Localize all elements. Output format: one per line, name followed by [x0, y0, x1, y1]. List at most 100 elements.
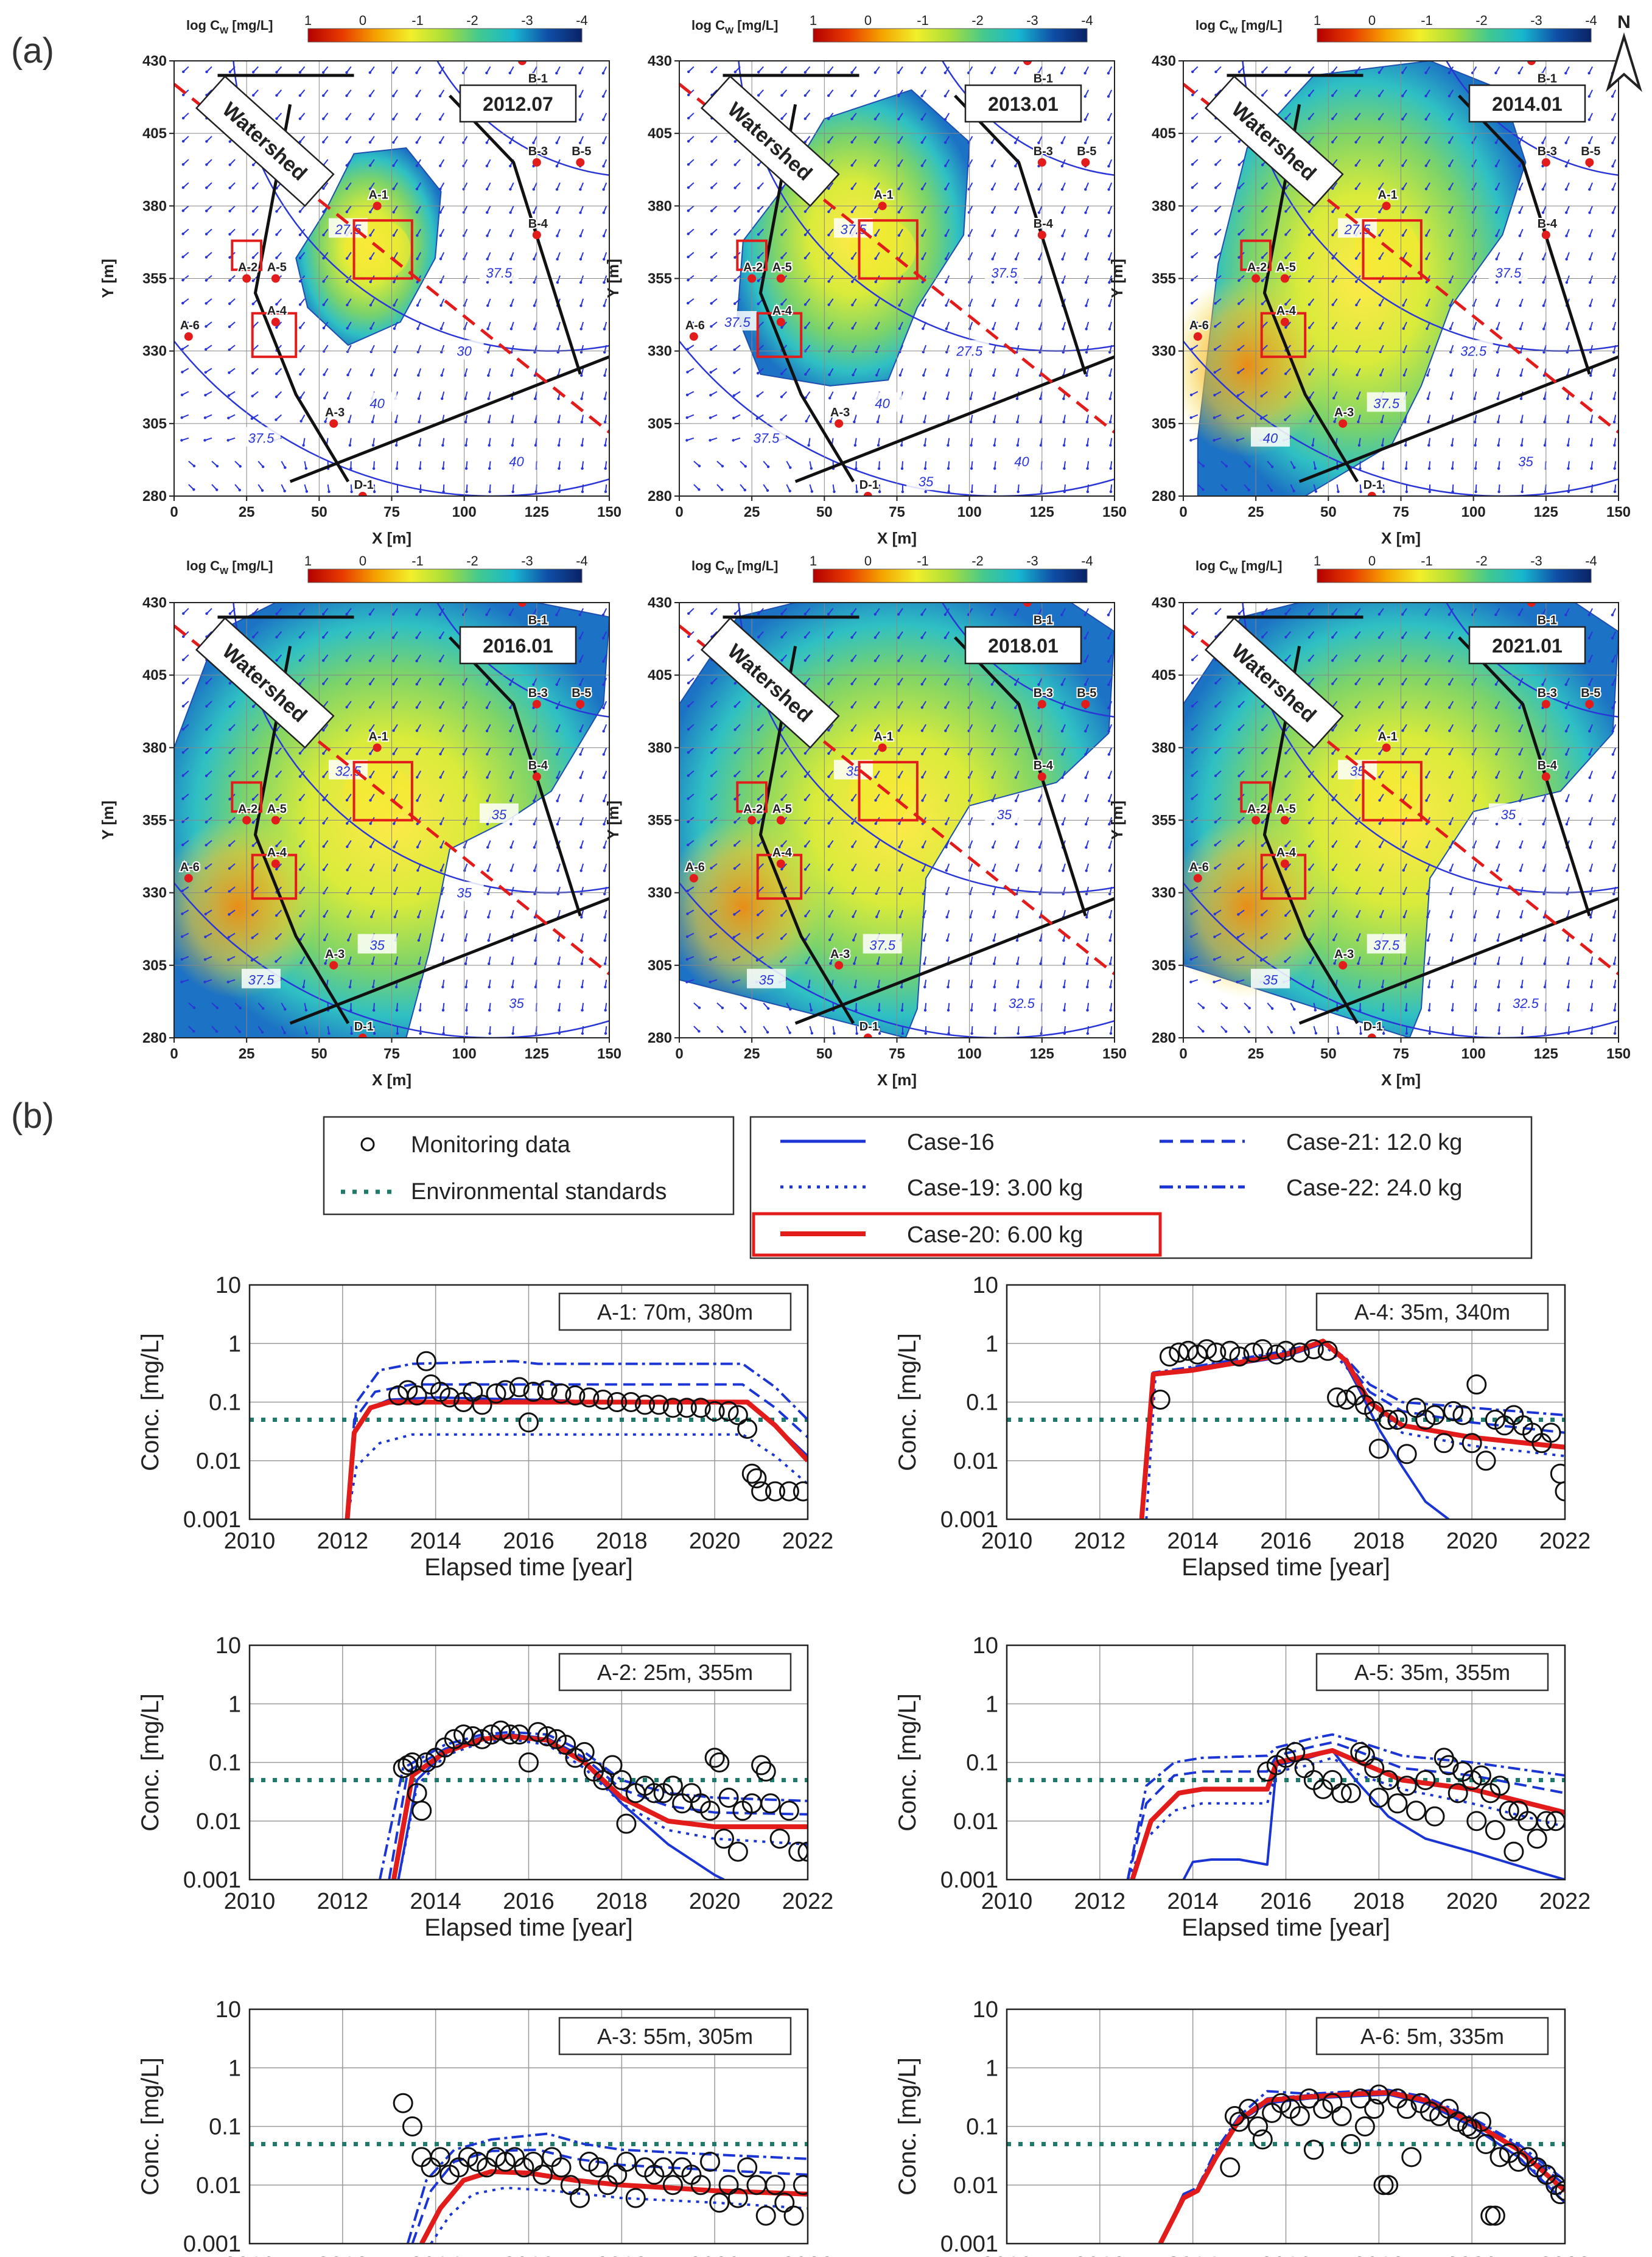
flow-vector-head [710, 163, 713, 166]
flow-vector-head [345, 71, 348, 74]
flow-vector-head [970, 1009, 973, 1012]
flow-vector-head [1426, 374, 1429, 377]
flow-vector-head [203, 958, 207, 961]
flow-vector-head [439, 187, 442, 191]
colorbar-tick: -1 [411, 553, 424, 569]
flow-vector-head [345, 210, 349, 214]
x-tick-label: 100 [1461, 504, 1486, 520]
flow-vector-head [923, 421, 926, 424]
contour-label: 37.5 [1495, 265, 1522, 281]
flow-vector-head [1060, 683, 1063, 686]
flow-vector-head [205, 256, 208, 259]
flow-vector-head [322, 775, 325, 779]
flow-vector-head [1565, 257, 1568, 261]
flow-vector-head [709, 912, 713, 915]
flow-vector-head [465, 1032, 468, 1035]
high-concentration-zone [1183, 816, 1326, 999]
flow-vector-head [1284, 960, 1287, 963]
flow-vector-head [251, 186, 255, 190]
flow-vector-head [298, 279, 302, 283]
colorbar-tick: -2 [466, 13, 478, 28]
flow-vector-head [1108, 281, 1111, 284]
flow-vector-head [897, 211, 900, 214]
flow-vector-head [1588, 799, 1592, 803]
flow-vector-head [439, 706, 442, 709]
flow-vector-head [1357, 962, 1360, 965]
flow-vector-head [827, 868, 831, 872]
high-concentration-zone [174, 816, 317, 999]
flow-vector-head [1236, 416, 1239, 419]
well-marker [776, 318, 785, 326]
flow-vector-head [392, 234, 396, 237]
flow-vector-head [944, 257, 948, 261]
flow-vector-head [372, 467, 376, 470]
flow-vector-head [322, 117, 325, 121]
flow-vector-head [1270, 1031, 1273, 1034]
flow-vector-head [368, 71, 372, 74]
flow-vector-head [486, 351, 490, 354]
flow-vector-head [1378, 775, 1381, 779]
y-tick-label: 305 [1152, 416, 1176, 432]
flow-vector-head [1038, 845, 1041, 849]
flow-vector-head [298, 71, 302, 74]
flow-vector-head [1061, 281, 1065, 284]
well-marker [373, 743, 382, 752]
flow-vector-head [1424, 164, 1428, 167]
flow-vector-head [1237, 371, 1240, 374]
flow-vector-head [1214, 682, 1217, 685]
flow-vector-head [1107, 72, 1110, 75]
flow-vector-head [1565, 234, 1568, 237]
flow-vector-head [1567, 1009, 1570, 1012]
flow-vector-head [1237, 186, 1241, 189]
flow-vector-head [370, 915, 373, 919]
flow-vector-head [850, 636, 853, 639]
watershed-boundary [1298, 897, 1619, 1025]
well-label: B-2 [1019, 43, 1038, 57]
flow-vector-head [1565, 281, 1569, 284]
flow-vector-head [943, 117, 947, 121]
flow-vector-head [733, 186, 737, 189]
flow-vector-head [1083, 95, 1087, 98]
flow-vector-head [687, 209, 690, 212]
flow-vector-head [710, 705, 713, 708]
y-tick-label: 380 [1152, 198, 1176, 214]
flow-vector-head [1038, 257, 1041, 261]
flow-vector-head [1473, 421, 1477, 424]
flow-vector-head [1588, 822, 1592, 826]
flow-vector-head [511, 421, 514, 424]
flow-vector-head [687, 797, 690, 800]
flow-vector-head [1424, 117, 1427, 121]
contour-label: 37.5 [869, 937, 896, 953]
flow-vector-head [1015, 374, 1018, 377]
flow-vector-head [898, 822, 901, 825]
flow-vector-head [709, 416, 712, 419]
flow-vector-head [1213, 935, 1216, 939]
flow-vector-head [685, 439, 688, 442]
flow-vector-head [486, 869, 489, 872]
flow-vector-head [1613, 985, 1616, 989]
flow-vector-head [1402, 281, 1405, 284]
flow-vector-head [1425, 799, 1428, 802]
flow-vector-head [1214, 256, 1217, 259]
well-label: A-4 [772, 846, 793, 859]
flow-vector-head [533, 351, 536, 354]
well-marker [1081, 158, 1090, 167]
colorbar-label: log CW [mg/L] [186, 558, 273, 576]
flow-vector-head [1425, 257, 1428, 261]
flow-vector-head [1037, 141, 1040, 144]
flow-vector-head [226, 981, 229, 984]
watershed-boundary [1262, 646, 1359, 1024]
flow-vector-head [992, 351, 995, 354]
colorbar-label-unit: [mg/L] [1237, 18, 1282, 33]
well-label: B-3 [528, 145, 548, 158]
flow-vector-head [1380, 420, 1384, 424]
flow-vector-head [1284, 798, 1287, 801]
flow-vector-head [322, 868, 326, 872]
colorbar-tick: -1 [1421, 13, 1433, 28]
flow-vector-head [1084, 281, 1088, 284]
flow-vector-head [1109, 1032, 1113, 1035]
flow-vector-head [1236, 958, 1239, 961]
flow-vector-head [1589, 327, 1592, 331]
flow-vector-head [418, 444, 421, 447]
flow-vector-head [897, 729, 900, 732]
